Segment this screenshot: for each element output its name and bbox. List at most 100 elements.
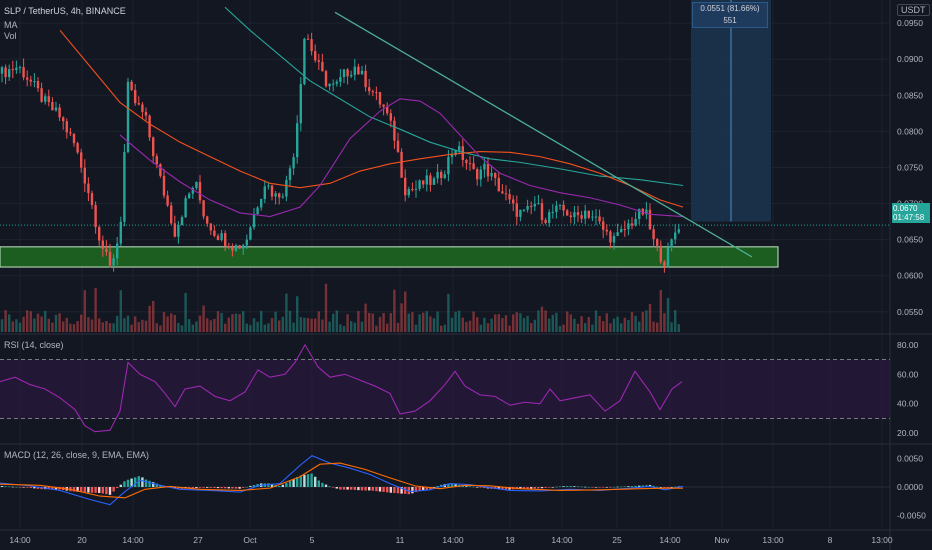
candle-body [674,232,677,240]
candle-body [627,223,630,230]
candle-body [360,70,364,75]
candle-body [425,175,428,185]
candle-body [432,178,436,185]
candle-body [245,239,248,246]
volume-bar [234,313,238,332]
volume-bar [4,310,7,332]
volume-bar [641,311,644,332]
time-axis-tick: 11 [396,535,405,545]
candle-body [335,81,338,84]
candle-body [634,218,637,226]
currency-selector[interactable]: USDT [897,4,930,16]
symbol-title[interactable]: SLP / TetherUS, 4h, BINANCE [4,6,126,16]
volume-bar [184,292,187,332]
macd-histogram-bar [303,474,306,487]
long-position-box[interactable] [0,0,890,226]
macd-title[interactable]: MACD (12, 26, close, 9, EMA, EMA) [4,450,150,460]
macd-histogram-bar [555,486,558,488]
volume-bar [364,303,367,332]
volume-bar [285,293,288,332]
macd-histogram-bar [551,487,554,488]
candle-body [418,180,421,189]
volume-bar [468,320,472,332]
volume-bar [522,318,526,332]
volume-bar [558,325,562,332]
macd-histogram-bar [51,487,54,490]
signal-line [0,462,683,499]
rsi-axis-tick: 20.00 [897,428,919,438]
volume-bar [123,318,126,332]
macd-histogram-bar [620,486,623,488]
ma-legend[interactable]: MA [4,20,18,30]
macd-histogram-bar [548,487,551,488]
volume-bar [51,322,54,332]
candle-body [443,174,446,179]
price-axis-tick: 0.0850 [897,90,923,100]
macd-histogram-bar [256,484,259,487]
rsi-title[interactable]: RSI (14, close) [4,340,64,350]
volume-bar [278,320,281,332]
macd-histogram-bar [616,486,619,488]
candle-body [220,233,223,240]
volume-bar [584,323,587,332]
price-axis-tick: 0.0550 [897,307,923,317]
macd-histogram-bar [220,487,223,489]
candle-body [468,163,472,165]
volume-bar [62,321,65,332]
macd-histogram-bar [116,487,119,489]
macd-histogram-bar [569,486,572,487]
trendline[interactable] [334,11,753,258]
macd-histogram-bar [450,483,454,487]
bar-countdown: 01:47:58 [893,213,925,222]
volume-bar [346,314,349,332]
vol-legend[interactable]: Vol [4,31,17,41]
volume-bar [555,312,558,332]
position-label: 0.0551 (81.66%) 551 [692,2,768,28]
candle-body [87,183,90,194]
candle-body [551,212,554,214]
time-axis-tick: 20 [77,535,87,545]
candle-body [612,236,616,243]
volume-bar [638,321,641,332]
macd-histogram-bar [422,487,425,491]
time-axis-tick: 25 [612,535,622,545]
candle-body [224,233,227,247]
volume-bar [152,300,155,332]
support-zone-rect [0,246,779,268]
candle-body [238,245,241,249]
candle-body [69,132,72,134]
volume-bar [422,312,425,332]
time-axis-tick: 5 [310,535,315,545]
volume-bar [256,321,259,332]
macd-histogram-bar [242,487,245,488]
candle-body [141,104,144,112]
candle-body [396,140,400,152]
volume-bar [465,321,468,332]
macd-histogram-bar [353,487,356,490]
volume-bar [512,314,515,332]
macd-histogram-bar [130,478,133,487]
candle-body [234,245,238,251]
volume-bar [33,318,36,332]
macd-line [0,455,684,506]
volume-bar [267,323,270,332]
macd-histogram-bar [612,486,616,488]
volume-bar [508,325,511,332]
macd-histogram-bar [652,485,655,487]
volume-bar [94,288,97,332]
macd-histogram-bar [659,487,662,488]
volume-bar [598,315,601,332]
volume-bar [414,324,418,332]
macd-histogram-bar [656,486,659,488]
volume-bar [429,316,432,332]
volume-bar [530,323,533,332]
candle-body [195,182,198,188]
volume-bar [494,314,497,332]
volume-bar [310,318,313,332]
candle-body [648,209,652,230]
volume-bar [645,310,648,332]
volume-bar [321,319,324,332]
volume-bar [26,310,29,332]
volume-bar [515,312,518,332]
